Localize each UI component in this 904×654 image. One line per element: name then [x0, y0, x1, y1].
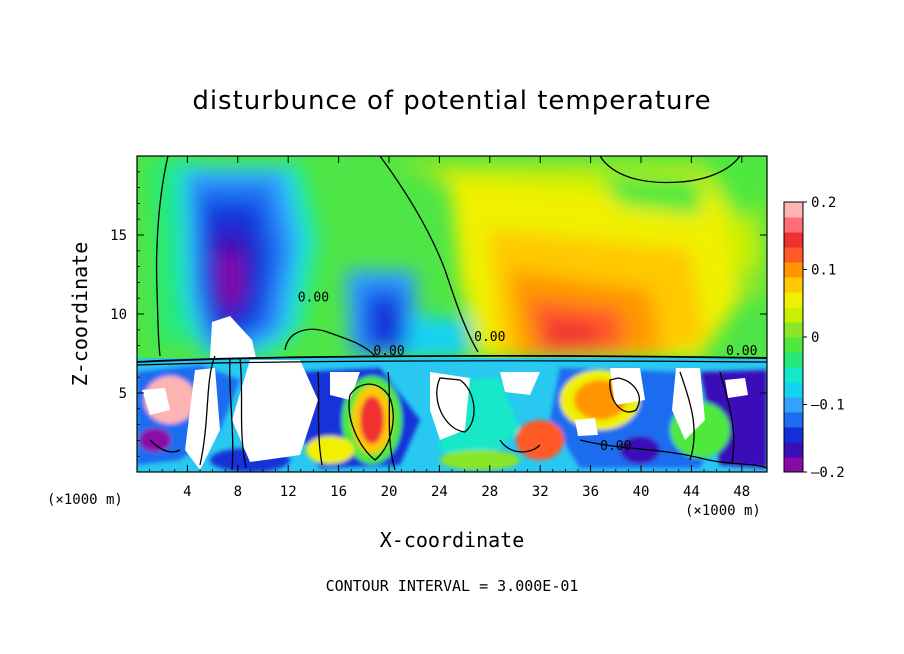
colorbar-segment [784, 247, 803, 263]
contour-interval-note: CONTOUR INTERVAL = 3.000E-01 [325, 577, 579, 595]
colorbar-segment [784, 322, 803, 338]
contour-label: 0.00 [726, 344, 757, 359]
x-axis-unit-right: (×1000 m) [685, 503, 761, 519]
colorbar-tick-label: 0.2 [811, 195, 836, 211]
y-tick-label: 5 [119, 386, 127, 402]
contour-label: 0.00 [474, 330, 505, 345]
colorbar-segment [784, 337, 803, 353]
x-axis-title: X-coordinate [379, 528, 525, 552]
colorbar-segment [784, 232, 803, 248]
colorbar-tick-label: 0.1 [811, 263, 836, 279]
x-tick-label: 4 [183, 484, 191, 500]
x-tick-label: 44 [683, 484, 700, 500]
x-tick-label: 32 [532, 484, 549, 500]
x-tick-label: 40 [633, 484, 650, 500]
colorbar-segment [784, 397, 803, 413]
x-axis-unit-left: (×1000 m) [47, 492, 123, 508]
colorbar-segment [784, 217, 803, 233]
colorbar-tick-label: 0 [811, 330, 819, 346]
x-tick-label: 28 [481, 484, 498, 500]
colorbar-segment [784, 307, 803, 323]
heatmap-field [137, 156, 767, 472]
colorbar-tick-label: –0.2 [811, 465, 845, 481]
x-tick-label: 12 [280, 484, 297, 500]
x-tick-label: 16 [330, 484, 347, 500]
x-tick-label: 8 [234, 484, 242, 500]
colorbar-segment [784, 442, 803, 458]
colorbar: 0.2 0.1 0 –0.1 –0.2 [783, 195, 845, 481]
chart-title: disturbunce of potential temperature [192, 86, 712, 116]
colorbar-segment [784, 427, 803, 443]
contour-label: 0.00 [298, 290, 329, 305]
x-tick-label: 48 [733, 484, 750, 500]
x-tick-label: 20 [381, 484, 398, 500]
x-tick-label: 24 [431, 484, 448, 500]
colorbar-segment [784, 202, 803, 218]
colorbar-segment [784, 457, 803, 473]
colorbar-segment [784, 352, 803, 368]
x-tick-label: 36 [582, 484, 599, 500]
contour-label: 0.00 [373, 344, 404, 359]
colorbar-segment [784, 382, 803, 398]
contour-label: 0.00 [600, 439, 631, 454]
y-tick-label: 10 [110, 307, 127, 323]
y-tick-label: 15 [110, 228, 127, 244]
colorbar-segment [784, 262, 803, 278]
colorbar-segment [784, 412, 803, 428]
colorbar-tick-label: –0.1 [811, 398, 845, 414]
colorbar-segment [784, 277, 803, 293]
colorbar-segment [784, 292, 803, 308]
colorbar-segment [784, 367, 803, 383]
